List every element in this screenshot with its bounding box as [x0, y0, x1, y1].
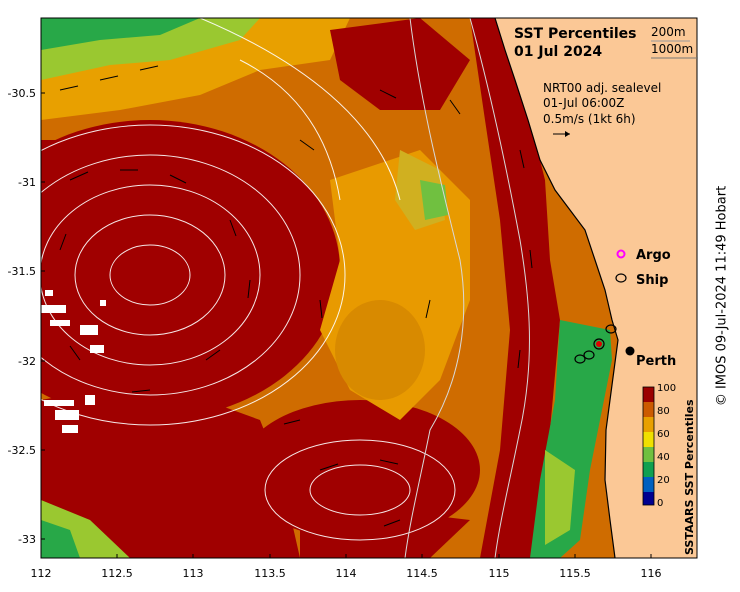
title-line1: SST Percentiles: [514, 26, 637, 42]
plot-frame: [40, 17, 698, 559]
isobath-lines: [404, 18, 530, 558]
legend-ship: Ship: [636, 273, 668, 288]
sealevel-contours: [41, 18, 456, 541]
current-time: 01-Jul 06:00Z: [543, 96, 624, 110]
coastline: [494, 18, 619, 558]
depth-label-1000: 1000m: [651, 42, 693, 56]
colorbar-title: SSTAARS SST Percentiles: [683, 399, 696, 555]
y-tick-label: -31.5: [8, 265, 36, 278]
ship-legend-icon: [615, 273, 627, 283]
x-tick-label: 115.5: [559, 567, 591, 580]
observation-markers: [574, 324, 635, 364]
sst-field: [41, 18, 697, 558]
scale-arrow: [553, 131, 570, 137]
x-axis: 112 112.5 113 113.5 114 114.5 115 115.5 …: [31, 567, 662, 580]
y-tick-marks: [41, 92, 45, 540]
colorbar-tick: 40: [657, 452, 670, 463]
perth-location-dot: [625, 346, 635, 356]
colorbar-tick: 80: [657, 406, 670, 417]
ship-marker: [574, 354, 586, 364]
y-axis: -30.5 -31 -31.5 -32 -32.5 -33: [8, 87, 36, 546]
colorbar: [642, 386, 655, 506]
city-label-perth: Perth: [636, 354, 676, 369]
colorbar-tick: 20: [657, 475, 670, 486]
current-scale: 0.5m/s (1kt 6h): [543, 112, 636, 126]
current-product: NRT00 adj. sealevel: [543, 81, 661, 95]
x-tick-label: 114: [336, 567, 357, 580]
colorbar-tick: 100: [657, 383, 676, 394]
y-tick-label: -32: [18, 355, 36, 368]
y-tick-label: -32.5: [8, 444, 36, 457]
x-tick-label: 115: [489, 567, 510, 580]
x-tick-label: 116: [641, 567, 662, 580]
y-tick-label: -30.5: [8, 87, 36, 100]
colorbar-tick: 0: [657, 498, 663, 509]
x-tick-marks: [116, 554, 652, 558]
colorbar-tick: 60: [657, 429, 670, 440]
x-tick-label: 112: [31, 567, 52, 580]
argo-legend-icon: [616, 249, 626, 259]
current-vectors: [59, 65, 533, 527]
y-tick-label: -33: [18, 533, 36, 546]
argo-float-marker: [593, 338, 605, 350]
depth-label-200: 200m: [651, 25, 686, 39]
y-tick-label: -31: [18, 176, 36, 189]
colorbar-ticks: 100 80 60 40 20 0: [657, 383, 676, 509]
x-tick-label: 113.5: [254, 567, 286, 580]
x-tick-label: 112.5: [101, 567, 133, 580]
credit-label: © IMOS 09-Jul-2024 11:49 Hobart: [714, 185, 730, 407]
x-tick-label: 114.5: [406, 567, 438, 580]
x-tick-label: 113: [183, 567, 204, 580]
ship-marker: [605, 324, 617, 334]
title-line2: 01 Jul 2024: [514, 44, 602, 60]
ship-marker: [583, 350, 595, 360]
legend-argo: Argo: [636, 248, 671, 263]
